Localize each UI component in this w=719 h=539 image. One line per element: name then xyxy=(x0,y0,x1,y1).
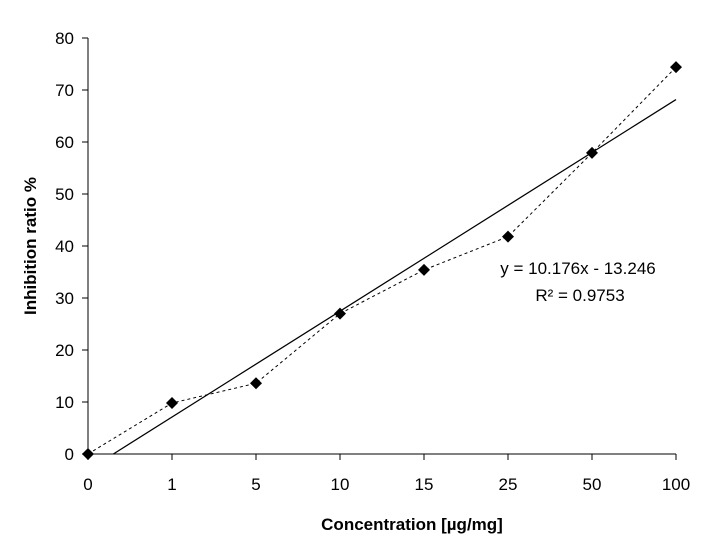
trendline-equation: y = 10.176x - 13.246 xyxy=(500,259,655,278)
data-point xyxy=(586,146,598,159)
data-point xyxy=(502,230,514,243)
x-tick-label: 15 xyxy=(415,475,434,494)
data-point xyxy=(250,377,262,390)
data-point xyxy=(82,448,94,460)
x-tick-label: 1 xyxy=(167,475,176,494)
y-axis-title: Inhibition ratio % xyxy=(21,177,40,315)
x-tick-label: 100 xyxy=(662,475,690,494)
x-ticks: 0 1 5 10 15 25 50 100 xyxy=(83,454,690,494)
x-tick-label: 10 xyxy=(331,475,350,494)
data-point xyxy=(418,263,430,276)
series-line xyxy=(87,66,677,455)
y-tick-label: 30 xyxy=(55,289,74,308)
y-tick-label: 40 xyxy=(55,237,74,256)
series xyxy=(82,61,682,460)
x-axis-title: Concentration [µg/mg] xyxy=(321,515,503,534)
y-tick-label: 0 xyxy=(65,445,74,464)
x-tick-label: 5 xyxy=(251,475,260,494)
y-tick-label: 80 xyxy=(55,29,74,48)
data-point xyxy=(166,397,178,410)
y-tick-label: 60 xyxy=(55,133,74,152)
y-ticks: 0 10 20 30 40 50 60 70 80 xyxy=(55,29,88,464)
axes xyxy=(87,38,676,455)
trendline-r-squared: R² = 0.9753 xyxy=(535,286,624,305)
data-point xyxy=(334,307,346,320)
y-tick-label: 50 xyxy=(55,185,74,204)
x-tick-label: 25 xyxy=(499,475,518,494)
y-tick-label: 20 xyxy=(55,341,74,360)
y-tick-label: 10 xyxy=(55,393,74,412)
x-tick-label: 50 xyxy=(583,475,602,494)
x-tick-label: 0 xyxy=(83,475,92,494)
data-point xyxy=(670,61,682,74)
y-tick-label: 70 xyxy=(55,81,74,100)
